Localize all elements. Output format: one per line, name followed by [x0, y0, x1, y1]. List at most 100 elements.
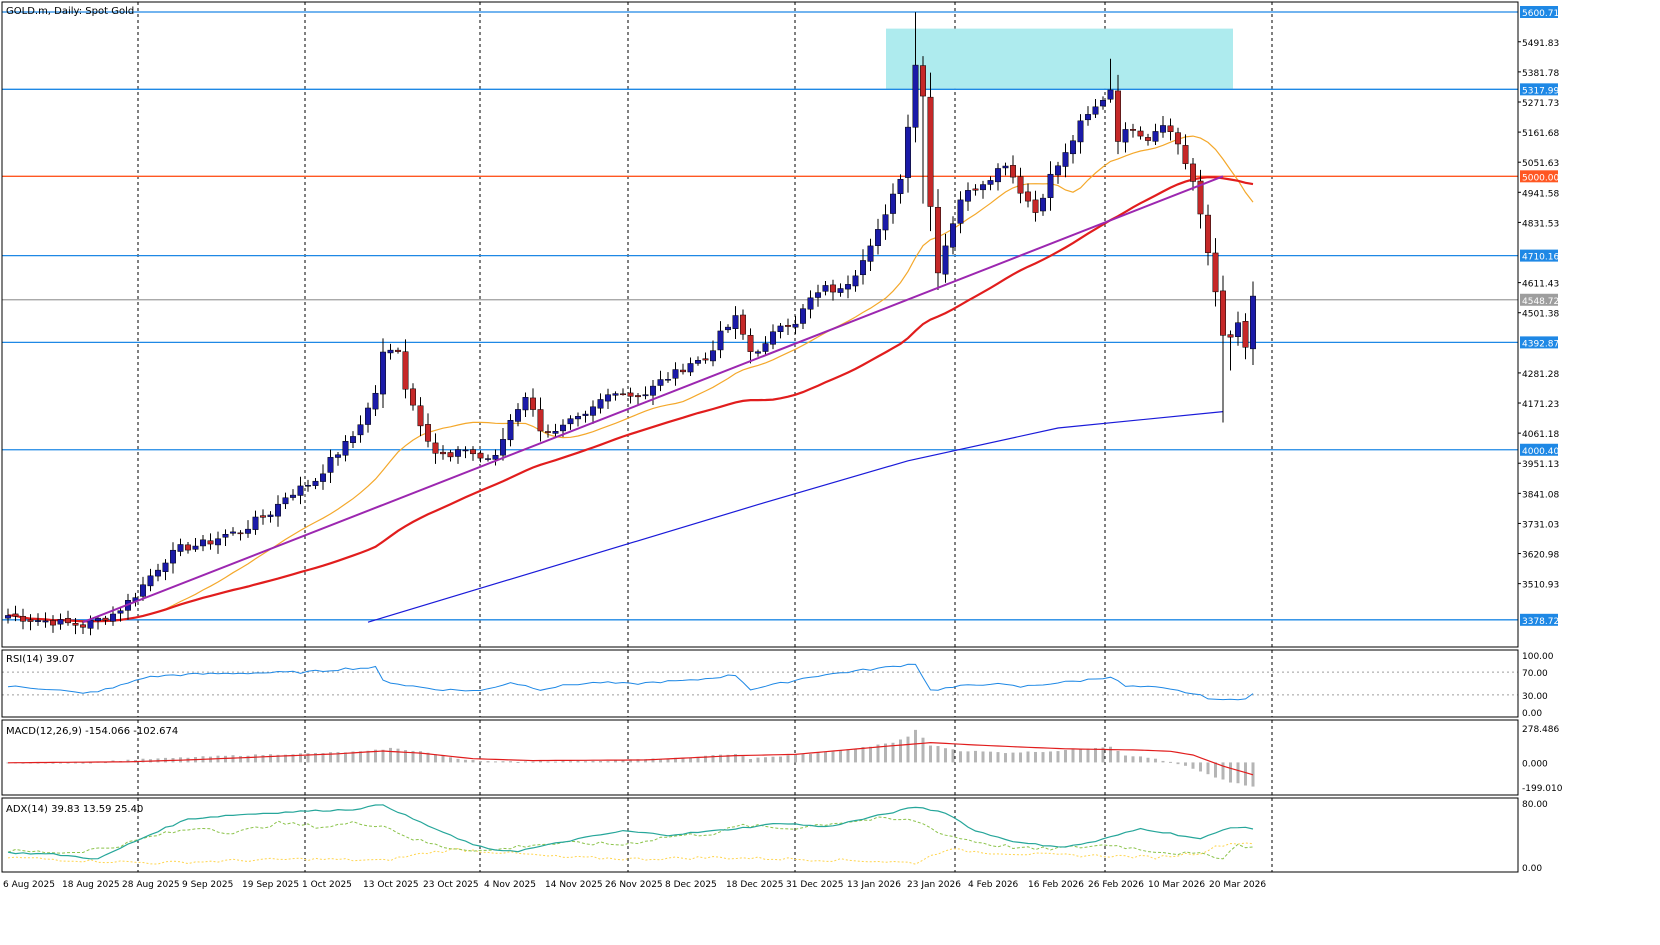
pane-frame [1, 719, 1519, 796]
candle-down [740, 314, 746, 335]
adx-scale-label: 0.00 [1522, 864, 1542, 874]
macd-histogram-bar [591, 760, 595, 763]
macd-histogram-bar [741, 756, 745, 763]
macd-histogram-bar [554, 761, 557, 763]
macd-histogram-bar [291, 754, 295, 763]
macd-histogram-bar [1041, 752, 1045, 763]
candle-up [605, 394, 611, 402]
macd-histogram-bar [606, 761, 610, 763]
macd-histogram-bar [1229, 762, 1232, 783]
macd-histogram-bar [366, 750, 370, 763]
price-tick-label: 3510.93 [1522, 581, 1559, 591]
macd-histogram-bar [51, 762, 55, 764]
price-tick-label: 5161.68 [1522, 129, 1559, 139]
candle-down [1032, 199, 1039, 213]
price-tick-label: 3951.13 [1522, 460, 1559, 470]
candle-up [695, 360, 701, 364]
macd-signal-line [7, 741, 1254, 776]
macd-histogram-bar [329, 752, 332, 763]
macd-histogram-bar [726, 754, 730, 763]
candle-up [822, 285, 829, 292]
candle-up [837, 288, 844, 293]
macd-histogram-bar [959, 751, 962, 763]
candle-up [57, 619, 64, 625]
date-tick-label: 1 Oct 2025 [302, 880, 352, 890]
macd-histogram-bar [659, 759, 662, 763]
macd-histogram-bar [336, 752, 340, 763]
date-tick-label: 26 Nov 2025 [605, 880, 663, 890]
candle-down [432, 442, 439, 454]
macd-histogram-bar [816, 752, 820, 763]
macd-histogram-bar [546, 761, 550, 763]
candle-up [875, 229, 881, 246]
candle-up [282, 497, 289, 505]
date-tick-label: 4 Nov 2025 [484, 880, 536, 890]
macd-histogram-bar [899, 739, 902, 763]
price-tick-label: 4281.28 [1522, 370, 1559, 380]
date-tick-label: 13 Oct 2025 [363, 880, 419, 890]
rsi-label: RSI(14) 39.07 [6, 654, 75, 665]
macd-histogram-bar [951, 749, 955, 763]
candle-down [627, 392, 634, 397]
candle-up [890, 193, 896, 214]
candle-down [207, 540, 214, 545]
date-tick-label: 23 Oct 2025 [423, 880, 479, 890]
candle-up [305, 485, 311, 487]
macd-histogram-bar [246, 755, 250, 763]
pane-frame [1, 649, 1519, 718]
macd-histogram-bar [914, 729, 917, 763]
candle-up [147, 575, 154, 587]
candle-up [1235, 322, 1241, 337]
price-level-tag-label: 4548.72 [1522, 297, 1559, 307]
candle-up [665, 379, 671, 381]
candle-down [680, 369, 686, 373]
macd-histogram-bar [989, 751, 992, 763]
candle-up [1107, 89, 1114, 100]
macd-histogram-bar [824, 751, 827, 763]
macd-histogram-bar [254, 754, 257, 763]
adx-main-line [7, 804, 1254, 860]
price-level-tag [1520, 170, 1558, 183]
macd-histogram-bar [1086, 748, 1090, 763]
candle-up [1002, 165, 1009, 169]
macd-histogram-bar [756, 757, 760, 763]
candle-up [230, 531, 236, 534]
candle-up [755, 351, 761, 354]
candle-up [987, 180, 994, 185]
macd-histogram-bar [494, 761, 497, 763]
macd-histogram-bar [974, 750, 977, 763]
candle-down [1130, 128, 1136, 131]
price-tick-label: 4171.23 [1522, 400, 1559, 410]
price-level-tag [1520, 6, 1558, 18]
candle-up [1152, 131, 1159, 142]
macd-histogram-bar [576, 760, 580, 763]
candle-up [950, 223, 956, 248]
macd-histogram-bar [359, 751, 362, 763]
macd-scale-label: 278.486 [1522, 725, 1559, 735]
price-level-tag [1520, 336, 1558, 349]
price-level-tag [1520, 293, 1558, 306]
macd-histogram-bar [561, 760, 565, 763]
candle-up [42, 620, 49, 623]
candle-up [687, 363, 694, 373]
candle-up [770, 331, 776, 345]
date-tick-label: 20 Mar 2026 [1209, 880, 1266, 890]
macd-histogram-bar [644, 759, 647, 763]
price-level-tag-label: 5317.99 [1522, 86, 1559, 96]
candle-up [725, 326, 731, 331]
candle-down [1010, 165, 1016, 178]
date-tick-label: 31 Dec 2025 [786, 880, 844, 890]
candle-up [1040, 197, 1046, 212]
candle-up [1160, 125, 1166, 133]
rsi-scale-label: 0.00 [1522, 709, 1542, 719]
candle-down [185, 544, 191, 551]
macd-histogram-bar [711, 755, 715, 763]
macd-histogram-bar [441, 755, 445, 763]
candle-up [560, 424, 566, 432]
candle-up [867, 245, 874, 262]
candle-up [845, 284, 851, 290]
macd-histogram-bar [861, 747, 865, 763]
candle-down [785, 325, 791, 327]
moving-average-layer [7, 135, 1254, 623]
